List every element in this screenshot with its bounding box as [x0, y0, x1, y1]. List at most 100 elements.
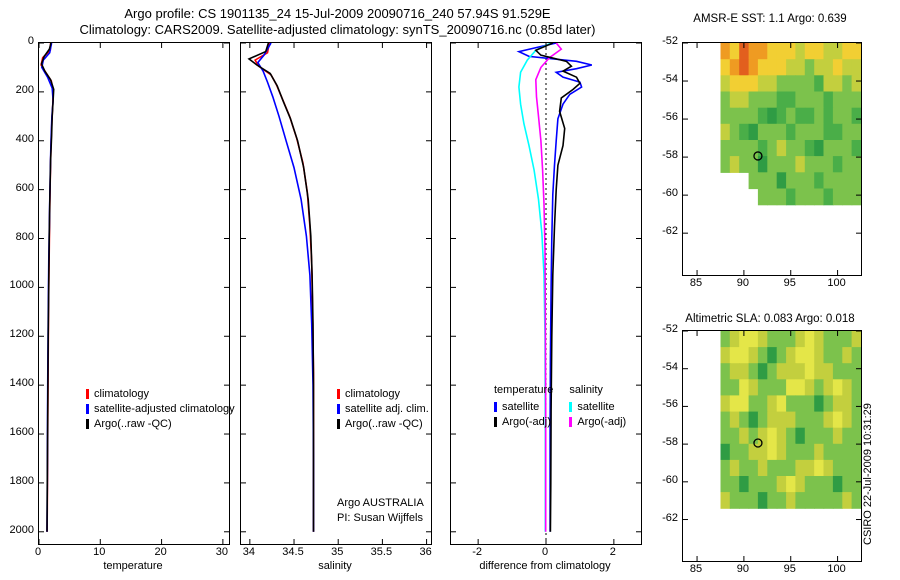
legend-swatch: [494, 401, 497, 412]
legend-label: satellite-adjusted climatology: [94, 402, 235, 415]
series-satellite-adj-clim-: [256, 43, 315, 532]
legend-column-temperature: temperature satellite Argo(-adj): [494, 384, 553, 429]
x-tick-label: 35.5: [370, 546, 393, 558]
sst-plot-canvas: [683, 43, 861, 275]
legend-group-title: salinity: [569, 384, 603, 396]
sla-map-panel: [682, 330, 862, 562]
figure-title-line2: Climatology: CARS2009. Satellite-adjuste…: [79, 22, 596, 37]
x-tick-label: 85: [689, 563, 703, 575]
argo-float-marker: [753, 438, 763, 448]
y-tick-label: -62: [662, 511, 678, 524]
y-tick-label: 200: [15, 83, 34, 96]
x-tick-label: 2: [609, 546, 616, 558]
legend-label: satellite: [502, 400, 540, 413]
x-axis-label: salinity: [318, 560, 352, 572]
y-tick-label: 1800: [9, 474, 34, 487]
legend-label: climatology: [345, 387, 401, 400]
legend-item: satellite-adjusted climatology: [86, 401, 235, 416]
sst-map-title: AMSR-E SST: 1.1 Argo: 0.639: [693, 13, 847, 25]
legend-swatch: [86, 418, 89, 429]
y-tick-label: -62: [662, 225, 678, 238]
legend-item: climatology: [337, 386, 429, 401]
y-tick-label: -56: [662, 111, 678, 124]
sla-map-title: Altimetric SLA: 0.083 Argo: 0.018: [685, 313, 855, 325]
y-tick-label: -52: [662, 35, 678, 47]
legend-item: satellite: [569, 399, 626, 414]
x-tick-label: 0: [34, 546, 42, 558]
y-tick-label: 600: [15, 181, 34, 194]
argo-float-marker: [753, 151, 763, 161]
x-axis-label: temperature: [103, 560, 163, 572]
series-temperature-argo-adj-: [534, 43, 581, 532]
y-tick-label: 1200: [9, 328, 34, 341]
temperature-plot-canvas: [39, 43, 229, 544]
x-tick-label: 34: [242, 546, 255, 558]
series-argo-raw-qc-: [40, 43, 55, 532]
y-tick-label: -60: [662, 187, 678, 200]
x-tick-label: 36: [419, 546, 432, 558]
y-tick-label: 1600: [9, 426, 34, 439]
legend-label: satellite: [577, 400, 615, 413]
series-climatology: [254, 43, 315, 532]
legend-label: Argo(-adj): [577, 415, 627, 428]
y-tick-label: 800: [15, 230, 34, 243]
legend-swatch: [86, 403, 89, 414]
salinity-profile-panel: [240, 42, 432, 545]
series-temperature-satellite: [516, 43, 592, 532]
legend-item: satellite: [494, 399, 553, 414]
legend-item: satellite adj. clim.: [337, 401, 429, 416]
legend-swatch: [337, 418, 340, 429]
x-tick-label: 34.5: [282, 546, 304, 558]
x-tick-label: 0: [541, 546, 549, 558]
y-tick-label: 400: [15, 132, 34, 145]
y-tick-label: -54: [662, 73, 678, 86]
legend-group-title: temperature: [494, 384, 554, 396]
series-salinity-argo-adj-: [534, 43, 563, 532]
legend-label: Argo(-adj): [502, 415, 551, 428]
y-tick-label: -52: [662, 323, 678, 335]
y-tick-label: 0: [27, 35, 34, 47]
figure-title-line1: Argo profile: CS 1901135_24 15-Jul-2009 …: [124, 6, 551, 21]
legend-swatch: [86, 388, 89, 399]
y-tick-label: -58: [662, 149, 678, 162]
attribution-line1: Argo AUSTRALIA: [337, 497, 424, 509]
legend-swatch: [569, 401, 573, 412]
attribution-line2: PI: Susan Wijffels: [337, 512, 423, 524]
legend-label: Argo(..raw -QC): [345, 417, 423, 430]
x-tick-label: 95: [783, 563, 796, 575]
timestamp-watermark: CSIRO 22-Jul-2009 10:31:29: [862, 403, 874, 545]
x-tick-label: 85: [689, 277, 703, 289]
y-tick-label: -60: [662, 473, 678, 486]
temperature-profile-panel: [38, 42, 230, 545]
x-tick-label: 100: [827, 277, 846, 289]
difference-plot-canvas: [451, 43, 641, 544]
legend-label: climatology: [94, 387, 150, 400]
legend-swatch: [337, 403, 340, 414]
sla-plot-canvas: [683, 331, 861, 561]
salinity-legend: climatology satellite adj. clim. Argo(..…: [337, 386, 429, 431]
salinity-plot-canvas: [241, 43, 431, 544]
legend-swatch: [494, 416, 497, 427]
temperature-legend: climatology satellite-adjusted climatolo…: [86, 386, 235, 431]
legend-swatch: [337, 388, 340, 399]
attribution-note: Argo AUSTRALIA PI: Susan Wijffels: [337, 496, 424, 526]
y-tick-label: -56: [662, 398, 678, 411]
x-tick-label: 95: [783, 277, 796, 289]
y-tick-label: 1400: [9, 377, 34, 390]
legend-item: Argo(..raw -QC): [337, 416, 429, 431]
series-argo-raw-qc-: [247, 43, 315, 532]
sst-map-panel: [682, 42, 862, 276]
x-tick-label: -2: [472, 546, 483, 558]
x-tick-label: 20: [154, 546, 167, 558]
x-tick-label: 100: [827, 563, 846, 575]
legend-item: Argo(-adj): [569, 414, 626, 429]
x-tick-label: 90: [736, 563, 750, 575]
x-tick-label: 10: [93, 546, 106, 558]
difference-legend: temperature satellite Argo(-adj) salinit…: [494, 384, 626, 429]
legend-item: Argo(-adj): [494, 414, 553, 429]
legend-label: satellite adj. clim.: [345, 402, 429, 415]
legend-label: Argo(..raw -QC): [94, 417, 172, 430]
legend-column-salinity: salinity satellite Argo(-adj): [569, 384, 626, 429]
legend-item: climatology: [86, 386, 235, 401]
y-tick-label: 2000: [9, 523, 34, 536]
